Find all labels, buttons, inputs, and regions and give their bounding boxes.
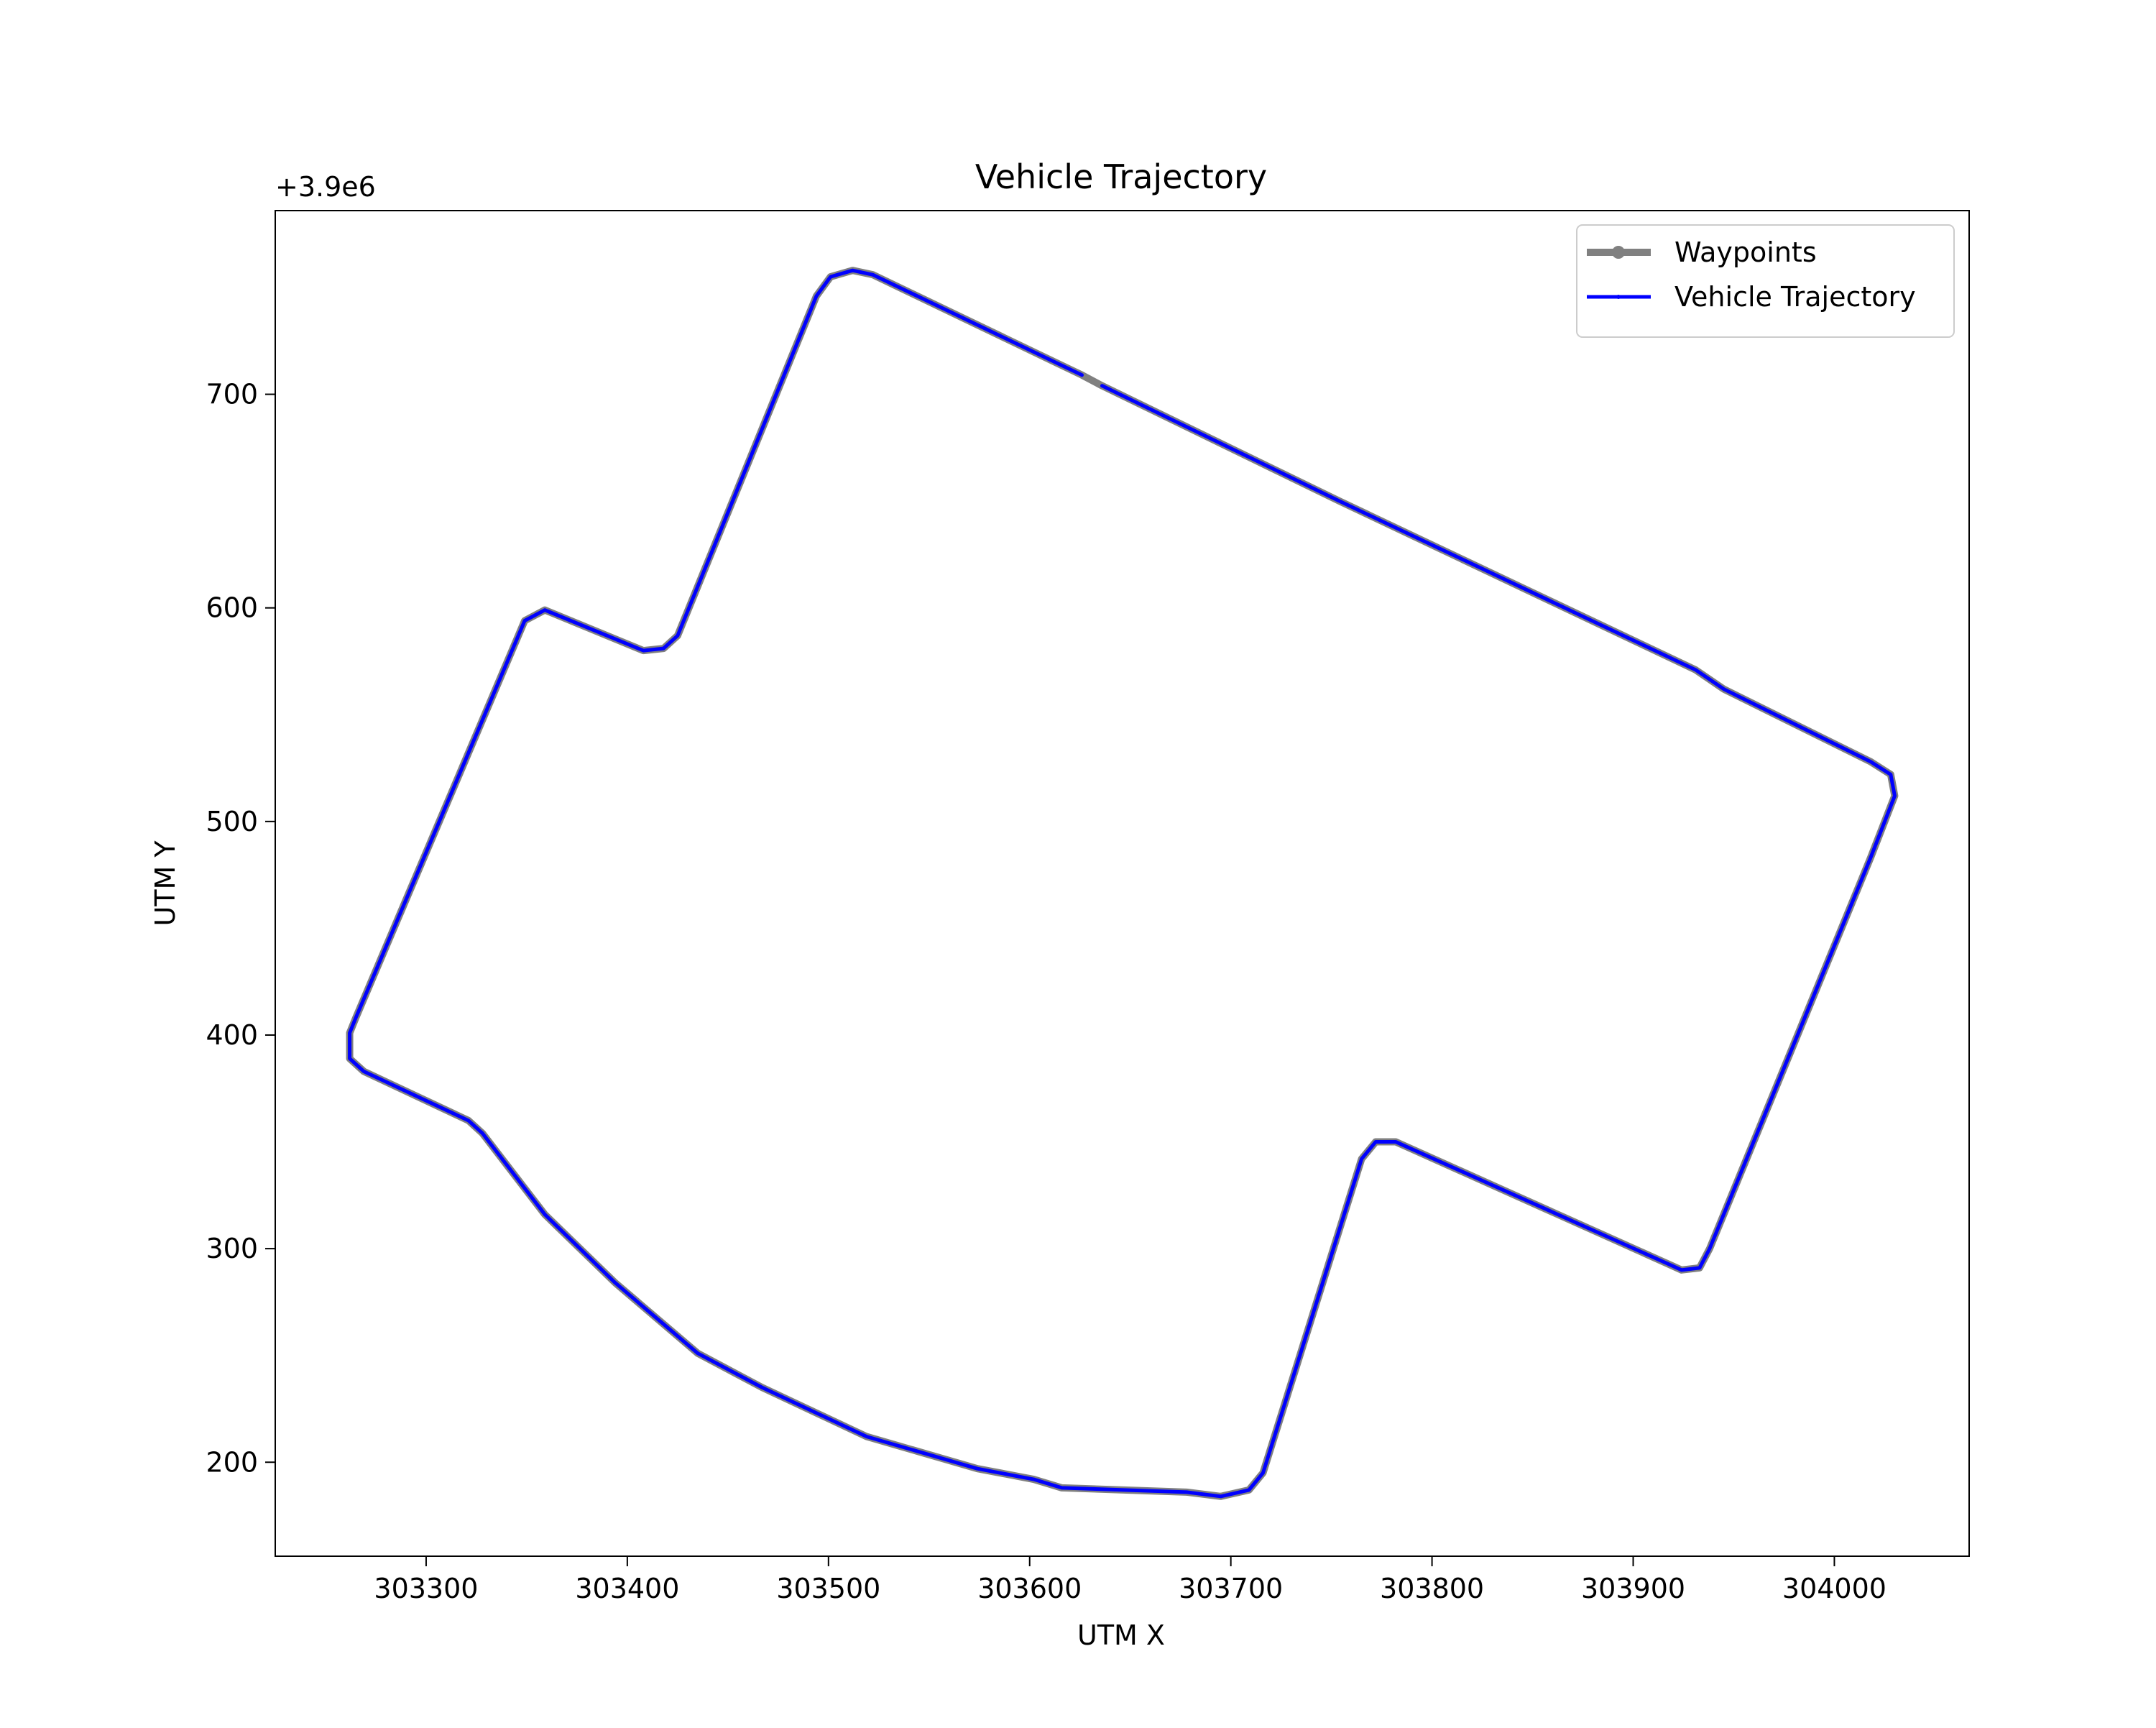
y-axis-label: UTM Y bbox=[149, 840, 181, 927]
y-tick-label: 200 bbox=[206, 1446, 258, 1478]
x-tick-label: 304000 bbox=[1782, 1573, 1886, 1604]
y-tick-label: 700 bbox=[206, 379, 258, 410]
x-tick-label: 303900 bbox=[1581, 1573, 1685, 1604]
plot-frame bbox=[275, 210, 1970, 1557]
y-tick-label: 300 bbox=[206, 1233, 258, 1264]
series-line bbox=[348, 268, 1897, 1499]
x-tick-label: 303600 bbox=[977, 1573, 1082, 1604]
y-tick-label: 600 bbox=[206, 592, 258, 624]
x-tick-label: 303500 bbox=[776, 1573, 880, 1604]
chart-title: Vehicle Trajectory bbox=[975, 157, 1267, 196]
y-tick-label: 400 bbox=[206, 1019, 258, 1051]
x-tick-label: 303800 bbox=[1380, 1573, 1484, 1604]
legend-marker bbox=[1616, 295, 1621, 299]
x-tick-label: 303300 bbox=[374, 1573, 478, 1604]
legend-marker bbox=[1612, 246, 1625, 259]
legend-label: Waypoints bbox=[1674, 236, 1817, 268]
y-offset-text: +3.9e6 bbox=[275, 171, 376, 203]
x-tick-label: 303400 bbox=[575, 1573, 679, 1604]
y-tick-label: 500 bbox=[206, 806, 258, 837]
x-axis-label: UTM X bbox=[1077, 1619, 1165, 1651]
legend-box bbox=[1576, 224, 1955, 338]
x-tick-label: 303700 bbox=[1179, 1573, 1283, 1604]
legend-label: Vehicle Trajectory bbox=[1674, 281, 1916, 313]
